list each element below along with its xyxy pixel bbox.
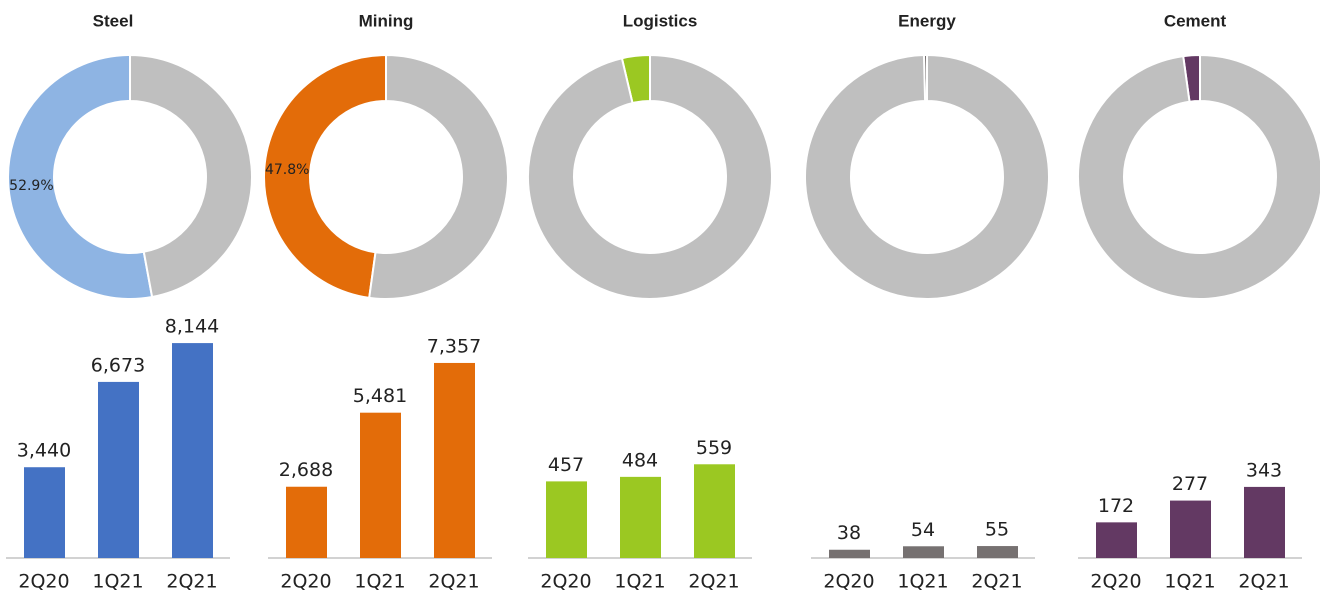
bar <box>286 486 327 558</box>
x-tick-label: 2Q20 <box>18 571 69 593</box>
value-label: 6,673 <box>91 354 145 376</box>
donut-slice <box>263 53 387 299</box>
bar <box>1096 522 1137 558</box>
bar <box>1244 486 1285 558</box>
x-tick-label: 2Q21 <box>428 571 479 593</box>
donut-slice <box>7 53 154 300</box>
x-tick-label: 2Q20 <box>280 571 331 593</box>
donut-slice <box>129 53 253 299</box>
bar <box>977 546 1018 558</box>
x-tick-label: 2Q20 <box>823 571 874 593</box>
donut-slice <box>1077 53 1320 300</box>
chart-title: Mining <box>359 11 414 30</box>
x-tick-label: 2Q21 <box>688 571 739 593</box>
bar <box>903 546 944 558</box>
value-label: 54 <box>911 519 935 541</box>
value-label: 8,144 <box>165 316 219 338</box>
x-tick-label: 2Q20 <box>540 571 591 593</box>
value-label: 172 <box>1098 495 1134 517</box>
value-label: 343 <box>1246 459 1282 481</box>
chart-title: Energy <box>898 11 956 30</box>
chart-title: Steel <box>93 11 134 30</box>
donut-slice <box>527 53 773 300</box>
value-label: 457 <box>548 454 584 476</box>
bar <box>620 476 661 558</box>
bar <box>434 362 475 558</box>
x-tick-label: 1Q21 <box>614 571 665 593</box>
donut-slice <box>368 53 510 300</box>
x-tick-label: 1Q21 <box>897 571 948 593</box>
bar <box>694 464 735 558</box>
value-label: 484 <box>622 449 658 471</box>
chart-title: Logistics <box>623 11 698 30</box>
donut-slice <box>804 53 1050 300</box>
x-tick-label: 2Q20 <box>1090 571 1141 593</box>
x-tick-label: 2Q21 <box>1238 571 1289 593</box>
bar <box>360 412 401 558</box>
bar <box>172 343 213 558</box>
value-label: 277 <box>1172 473 1208 495</box>
x-tick-label: 1Q21 <box>92 571 143 593</box>
value-label: 559 <box>696 437 732 459</box>
bar <box>24 467 65 558</box>
value-label: 38 <box>837 522 861 544</box>
x-tick-label: 1Q21 <box>354 571 405 593</box>
x-tick-label: 1Q21 <box>1164 571 1215 593</box>
x-tick-label: 2Q21 <box>971 571 1022 593</box>
value-label: 7,357 <box>427 335 481 357</box>
bar <box>546 481 587 558</box>
value-label: 55 <box>985 519 1009 541</box>
value-label: 5,481 <box>353 385 407 407</box>
bar <box>1170 500 1211 558</box>
value-label: 3,440 <box>17 440 71 462</box>
x-tick-label: 2Q21 <box>166 571 217 593</box>
chart-title: Cement <box>1164 11 1227 30</box>
value-label: 2,688 <box>279 459 333 481</box>
bar <box>98 381 139 558</box>
slice-label: 52.9% <box>9 178 53 194</box>
slice-label: 47.8% <box>265 162 309 178</box>
bar <box>829 549 870 558</box>
